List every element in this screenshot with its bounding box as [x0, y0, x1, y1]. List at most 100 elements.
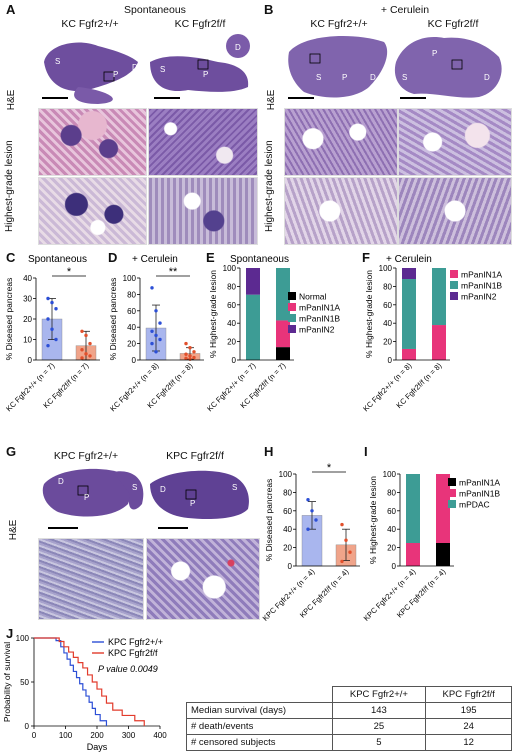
data-point: [154, 309, 158, 313]
data-point: [340, 559, 344, 564]
y-tick-label: 60: [387, 507, 396, 516]
panel-label-f: F: [362, 250, 370, 265]
data-point: [188, 346, 192, 350]
y-tick-label: 40: [383, 319, 392, 328]
x-tick-label: 400: [153, 731, 167, 740]
table-header-row: KPC Fgfr2+/+ KPC Fgfr2f/f: [187, 686, 512, 703]
tissue-shape: [74, 87, 113, 104]
y-tick-label: 80: [387, 488, 396, 497]
data-point: [150, 341, 154, 346]
panel-g-col1: KPC Fgfr2+/+: [53, 450, 119, 462]
panel-b-title: + Cerulein: [380, 4, 430, 16]
legend-label: mPanIN1B: [461, 281, 502, 291]
organ-label-s: S: [402, 73, 407, 82]
panel-a-col1: KC Fgfr2+/+: [61, 18, 119, 30]
y-tick-label: 60: [283, 507, 292, 516]
y-tick-label: 20: [127, 340, 136, 349]
data-point: [188, 354, 192, 358]
x-category-label: KC Fgfr2+/+ (n = 8): [361, 361, 414, 414]
data-point: [158, 337, 162, 342]
data-point: [84, 352, 88, 356]
y-tick-label: 0: [288, 562, 293, 571]
panel-label-j: J: [6, 626, 14, 641]
data-point: [46, 343, 50, 348]
legend-label: mPanIN1A: [461, 270, 502, 280]
data-point: [50, 327, 54, 331]
data-point: [158, 321, 162, 325]
y-axis-label: % Highest-grade lesion: [368, 476, 378, 564]
table-header-cell: KPC Fgfr2+/+: [331, 686, 427, 703]
significance-stars: *: [67, 266, 72, 278]
y-tick-label: 40: [387, 525, 396, 534]
x-tick-label: 0: [32, 731, 37, 740]
panel-b-col2: KC Fgfr2f/f: [427, 18, 479, 30]
he-micrograph: [38, 538, 144, 620]
tissue-shape: [42, 468, 131, 517]
y-tick-label: 0: [392, 562, 397, 571]
legend-swatch: [450, 281, 458, 289]
organ-label-p: P: [84, 493, 89, 502]
y-tick-label: 100: [279, 470, 293, 479]
y-tick-label: 0: [132, 356, 137, 365]
legend-swatch: [448, 500, 456, 508]
organ-label-d: D: [370, 73, 376, 82]
organ-label-d: D: [58, 477, 64, 486]
y-tick-label: 40: [227, 319, 236, 328]
survival-table: KPC Fgfr2+/+ KPC Fgfr2f/f Median surviva…: [186, 686, 512, 751]
chart-title: Spontaneous: [28, 254, 87, 265]
panel-label-e: E: [206, 250, 215, 265]
legend-label: mPanIN2: [461, 292, 497, 302]
data-point: [306, 498, 310, 502]
he-micrograph: [284, 108, 398, 176]
table-row: Median survival (days) 143 195: [186, 702, 512, 719]
y-tick-label: 60: [127, 307, 136, 316]
panel-label-b: B: [264, 2, 274, 17]
data-point: [46, 296, 50, 301]
tissue-shape: [394, 37, 502, 98]
table-cell: # death/events: [186, 718, 333, 735]
x-category-label: KPC Fgfr2+/+ (n = 4): [362, 567, 418, 623]
lesion-micrograph: [38, 177, 147, 245]
y-tick-label: 0: [232, 356, 237, 365]
y-tick-label: 0: [25, 722, 30, 731]
organ-label-d: D: [235, 43, 241, 52]
legend-label: mPanIN1B: [459, 489, 500, 499]
table-cell: 12: [425, 734, 512, 751]
chart-e: Spontaneous 0 20 40 60 80 100 % Highest-grade l…: [205, 254, 340, 413]
stacked-bar-segment: [402, 279, 416, 349]
y-tick-label: 100: [123, 274, 137, 283]
y-axis-label: % Diseased pancreas: [4, 278, 14, 361]
tissue-shape: [150, 56, 249, 92]
y-tick-label: 0: [388, 356, 393, 365]
panel-label-h: H: [264, 444, 274, 459]
stacked-bar-segment: [402, 348, 416, 360]
stacked-bar-segment: [276, 320, 290, 348]
data-point: [80, 329, 84, 333]
y-tick-label: 60: [383, 301, 392, 310]
organ-label-s: S: [132, 483, 137, 492]
y-axis-label: % Diseased pancreas: [108, 278, 118, 361]
chart-d: + Cerulein 0 20 40 60 80 100 % Diseased pancrea…: [108, 254, 204, 413]
legend-swatch: [288, 314, 296, 322]
table-cell: # censored subjects: [186, 734, 333, 751]
panel-label-c: C: [6, 250, 16, 265]
panel-g-whole-organ-images: D P S D P S: [42, 468, 249, 529]
x-tick-label: 300: [122, 731, 136, 740]
y-tick-label: 50: [20, 678, 29, 687]
panel-a-whole-organ-images: S P D S P D: [42, 34, 250, 104]
y-axis-label: % Diseased pancreas: [264, 479, 274, 562]
data-point: [344, 538, 348, 542]
legend-swatch: [448, 489, 456, 497]
table-cell: [187, 687, 333, 703]
lesion-micrograph: [284, 177, 398, 245]
zoom-box: [309, 53, 321, 64]
y-tick-label: 40: [23, 274, 32, 283]
y-tick-label: 20: [23, 315, 32, 324]
survival-curve: [34, 637, 145, 726]
data-point: [306, 527, 310, 531]
significance-stars: *: [327, 462, 332, 474]
tissue-shape: [288, 36, 388, 98]
data-point: [150, 286, 154, 290]
organ-label-s: S: [160, 65, 165, 74]
x-tick-label: 200: [90, 731, 104, 740]
